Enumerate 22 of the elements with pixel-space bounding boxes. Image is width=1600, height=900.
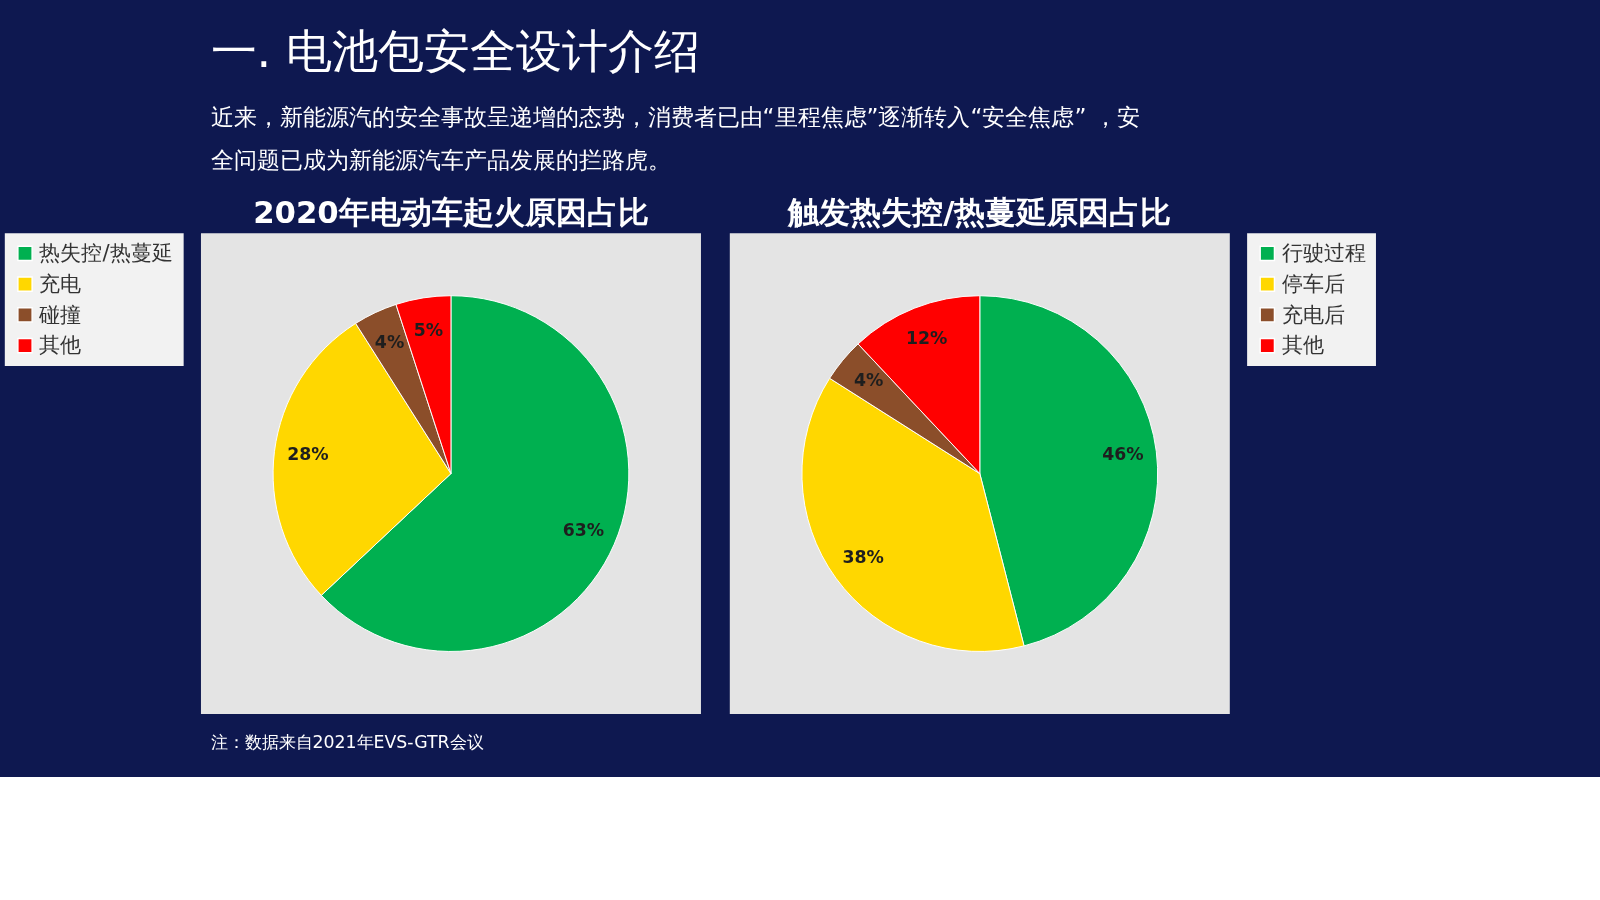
legend-label: 碰撞 [38, 301, 82, 327]
data-label: 63% [562, 519, 605, 540]
data-label: 38% [842, 547, 884, 568]
text: 全问题已成为新能源汽车产品发展的拦路虎。 [210, 147, 671, 174]
legend-label: 充电后 [1281, 301, 1345, 327]
legend-label: 其他 [1281, 332, 1324, 358]
chart-title: 2020年电动车起火原因占比 [253, 193, 649, 230]
data-label: 4% [374, 331, 405, 352]
legend-label: 热失控/热蔓延 [39, 240, 173, 266]
data-label: 46% [1102, 444, 1144, 465]
text: 一. 电池包安全设计介绍 [210, 23, 700, 78]
legend-label: 停车后 [1281, 270, 1345, 296]
legend-label: 其他 [39, 332, 82, 358]
legend-label: 充电 [39, 270, 82, 296]
chart-title: 触发热失控/热蔓延原因占比 [787, 193, 1172, 230]
data-label: 28% [287, 444, 329, 465]
text: 注：数据来自2021年EVS-GTR会议 [210, 731, 484, 752]
data-label: 12% [906, 328, 948, 349]
text: 近来，新能源汽的安全事故呈递增的态势，消费者已由“里程焦虑”逐渐转入“安全焦虑” ，安 [210, 104, 1140, 131]
data-label: 4% [853, 370, 884, 391]
data-label: 5% [413, 319, 444, 340]
legend-label: 行驶过程 [1281, 240, 1366, 266]
